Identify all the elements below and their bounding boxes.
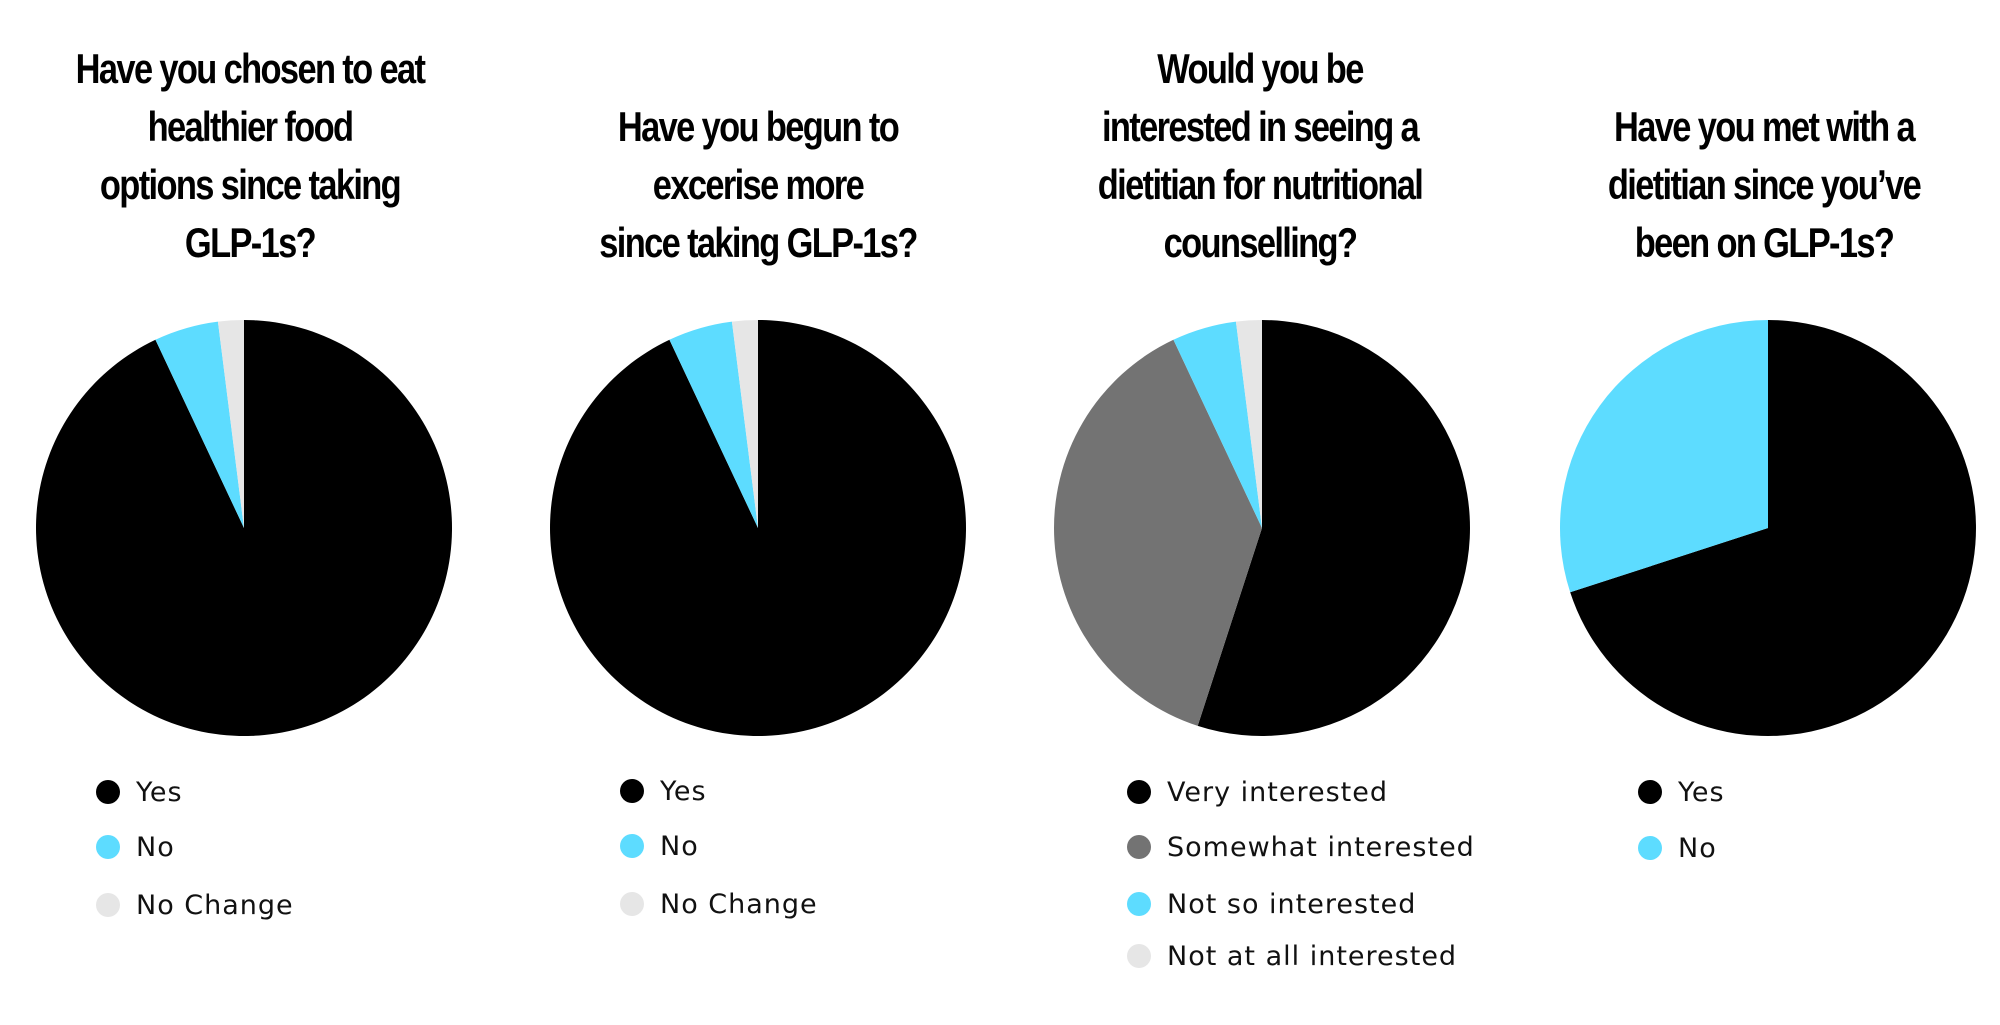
title-line: healthier food xyxy=(147,103,354,150)
pie-slice-no xyxy=(669,321,758,528)
pie-slice-yes xyxy=(36,320,453,736)
title-line: counselling? xyxy=(1163,219,1358,266)
legend-swatch xyxy=(96,835,120,859)
legend-item: No xyxy=(620,828,699,864)
legend-swatch xyxy=(96,780,120,804)
legend-label: No xyxy=(136,831,175,863)
title-line: interested in seeing a xyxy=(1101,103,1420,150)
chart-panel-4: Have you met with a dietitian since you’… xyxy=(1514,0,2000,1025)
pie-slice-yes xyxy=(550,320,967,736)
title-line: been on GLP-1s? xyxy=(1634,219,1895,266)
legend-swatch xyxy=(620,834,644,858)
legend-item: Yes xyxy=(620,773,707,809)
legend-item: Very interested xyxy=(1127,774,1388,810)
title-line: dietitian since you’ve xyxy=(1607,161,1922,208)
title-line: options since taking xyxy=(99,161,402,208)
legend-label: No Change xyxy=(660,888,818,920)
legend-swatch xyxy=(1638,836,1662,860)
legend-swatch xyxy=(1127,892,1151,916)
chart-title: Would you be interested in seeing a diet… xyxy=(1055,40,1465,272)
legend-item: Somewhat interested xyxy=(1127,829,1475,865)
legend-label: Not at all interested xyxy=(1167,940,1458,972)
legend-item: Not at all interested xyxy=(1127,938,1457,974)
legend-label: No xyxy=(1678,832,1717,864)
title-line: dietitian for nutritional xyxy=(1097,161,1424,208)
legend-item: No Change xyxy=(96,887,294,923)
pie-slice-no-change xyxy=(217,320,244,528)
legend-swatch xyxy=(1638,780,1662,804)
legend-swatch xyxy=(1127,780,1151,804)
title-line: Have you chosen to eat xyxy=(75,45,426,92)
pie-chart xyxy=(36,320,453,736)
chart-panel-2: Have you begun to excerise more since ta… xyxy=(508,0,1008,1025)
pie-slice-no xyxy=(1559,320,1768,593)
title-line: Would you be xyxy=(1157,45,1364,92)
legend-item: No xyxy=(1638,830,1717,866)
title-line xyxy=(1559,40,1969,98)
chart-title: Have you met with a dietitian since you’… xyxy=(1559,40,1969,272)
legend-item: No Change xyxy=(620,886,818,922)
title-line: Have you met with a xyxy=(1614,103,1916,150)
legend-swatch xyxy=(1127,944,1151,968)
pie-slice-no-change xyxy=(731,320,758,528)
title-line: excerise more xyxy=(652,161,865,208)
title-line: Have you begun to xyxy=(617,103,900,150)
pie-slice-yes xyxy=(1570,320,1976,736)
legend-item: No xyxy=(96,829,175,865)
pie-chart xyxy=(1559,320,1976,736)
pie-chart xyxy=(1054,320,1470,736)
pie-slice-not-so-interested xyxy=(1173,321,1262,528)
legend-label: Yes xyxy=(136,776,183,808)
chart-panel-1: Have you chosen to eat healthier food op… xyxy=(0,0,500,1025)
legend-label: No Change xyxy=(136,889,294,921)
legend-label: Yes xyxy=(660,775,707,807)
legend-swatch xyxy=(96,893,120,917)
legend-swatch xyxy=(620,779,644,803)
title-line: GLP-1s? xyxy=(184,219,317,266)
legend-label: No xyxy=(660,830,699,862)
chart-panel-3: Would you be interested in seeing a diet… xyxy=(1010,0,1510,1025)
legend-swatch xyxy=(620,892,644,916)
chart-title: Have you begun to excerise more since ta… xyxy=(553,40,963,272)
pie-chart xyxy=(550,320,967,736)
chart-title: Have you chosen to eat healthier food op… xyxy=(45,40,455,272)
legend-label: Not so interested xyxy=(1167,888,1417,920)
legend-swatch xyxy=(1127,835,1151,859)
title-line: since taking GLP-1s? xyxy=(599,219,918,266)
legend-item: Yes xyxy=(96,774,183,810)
pie-slice-very-interested xyxy=(1197,320,1470,736)
pie-slice-no xyxy=(155,321,244,528)
legend-label: Somewhat interested xyxy=(1167,831,1475,863)
title-line xyxy=(553,40,963,98)
pie-slice-not-at-all-interested xyxy=(1235,320,1262,528)
legend-label: Very interested xyxy=(1167,776,1388,808)
legend-item: Not so interested xyxy=(1127,886,1416,922)
legend-item: Yes xyxy=(1638,774,1725,810)
pie-slice-somewhat-interested xyxy=(1054,339,1262,726)
legend-label: Yes xyxy=(1678,776,1725,808)
